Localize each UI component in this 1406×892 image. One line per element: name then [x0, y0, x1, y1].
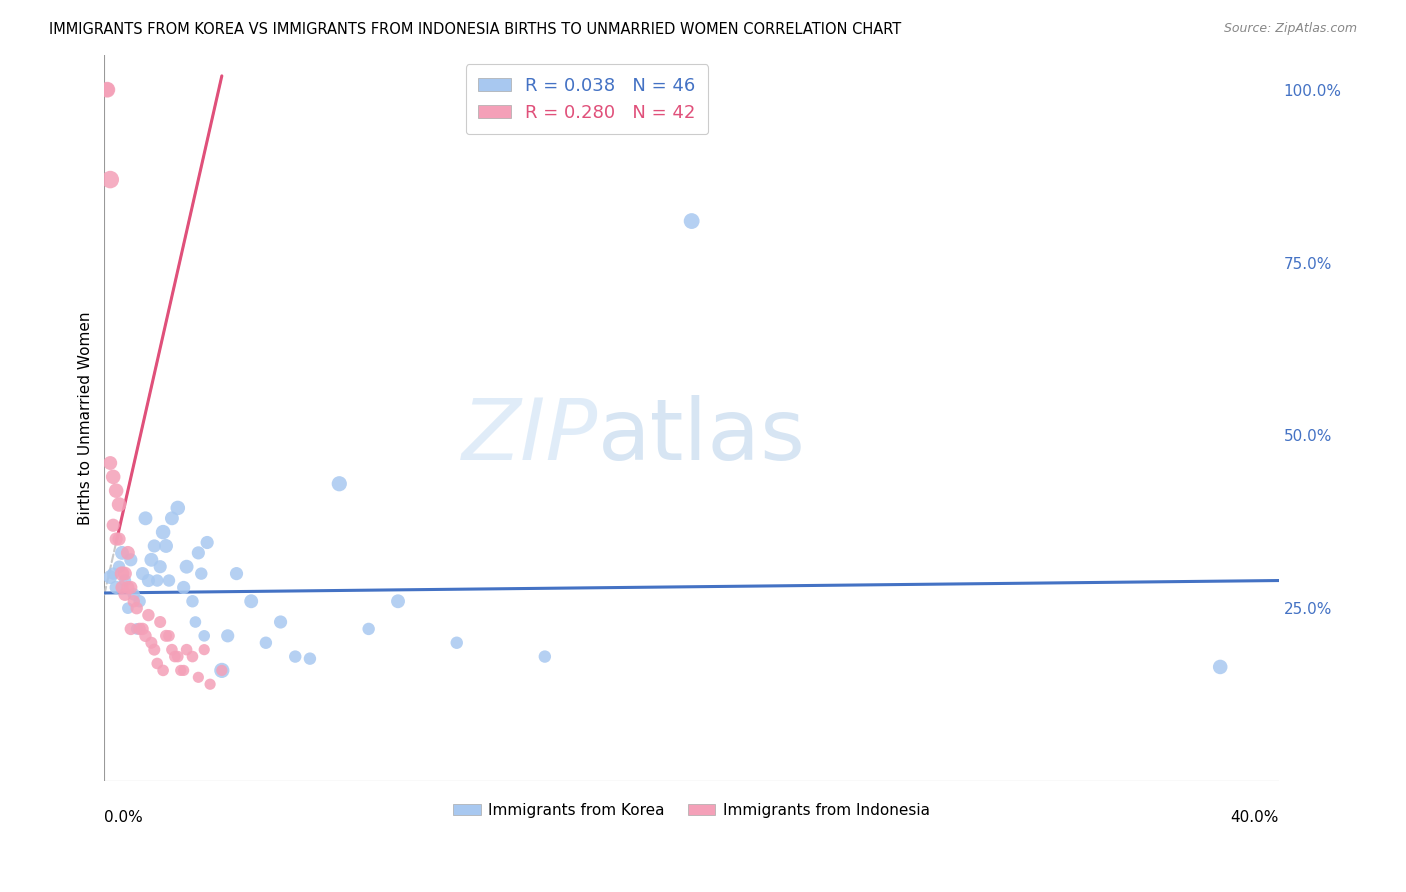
Point [146, 657, 169, 671]
Point [122, 594, 145, 608]
Point [120, 581, 142, 595]
Point [193, 642, 215, 657]
Point [114, 566, 136, 581]
Point [211, 664, 233, 678]
Point [173, 581, 195, 595]
Point [141, 636, 163, 650]
Point [166, 649, 188, 664]
Point [131, 566, 153, 581]
Text: atlas: atlas [598, 395, 806, 478]
Point [111, 581, 134, 595]
Point [284, 649, 307, 664]
Point [152, 664, 174, 678]
Point [195, 535, 218, 549]
Point [149, 615, 172, 629]
Point [328, 476, 350, 491]
Point [387, 594, 409, 608]
Point [96, 83, 118, 97]
Point [217, 629, 239, 643]
Text: ZIP: ZIP [461, 395, 598, 478]
Point [117, 581, 139, 595]
Point [190, 566, 212, 581]
Point [125, 622, 148, 636]
Point [120, 553, 142, 567]
Point [96, 83, 118, 97]
Point [157, 574, 180, 588]
Point [149, 559, 172, 574]
Point [181, 594, 204, 608]
Y-axis label: Births to Unmarried Women: Births to Unmarried Women [79, 311, 93, 524]
Point [134, 511, 156, 525]
Point [193, 629, 215, 643]
Point [155, 539, 177, 553]
Point [128, 622, 150, 636]
Point [298, 651, 321, 665]
Point [125, 601, 148, 615]
Point [173, 664, 195, 678]
Point [105, 532, 128, 546]
Point [176, 642, 198, 657]
Point [117, 601, 139, 615]
Point [111, 546, 134, 560]
Point [103, 518, 125, 533]
Point [98, 456, 121, 470]
Point [105, 483, 128, 498]
Point [108, 559, 131, 574]
Point [111, 566, 134, 581]
Point [357, 622, 380, 636]
Point [534, 649, 557, 664]
Text: 0.0%: 0.0% [104, 810, 143, 825]
Point [160, 511, 183, 525]
Point [117, 546, 139, 560]
Point [163, 649, 186, 664]
Point [122, 587, 145, 601]
Text: IMMIGRANTS FROM KOREA VS IMMIGRANTS FROM INDONESIA BIRTHS TO UNMARRIED WOMEN COR: IMMIGRANTS FROM KOREA VS IMMIGRANTS FROM… [49, 22, 901, 37]
Point [155, 629, 177, 643]
Point [98, 172, 121, 186]
Point [103, 470, 125, 484]
Point [240, 594, 263, 608]
Text: 40.0%: 40.0% [1230, 810, 1279, 825]
Point [138, 574, 160, 588]
Point [114, 574, 136, 588]
Point [187, 670, 209, 684]
Point [152, 525, 174, 540]
Point [181, 649, 204, 664]
Point [681, 214, 703, 228]
Point [131, 622, 153, 636]
Legend: Immigrants from Korea, Immigrants from Indonesia: Immigrants from Korea, Immigrants from I… [447, 797, 936, 824]
Point [138, 608, 160, 623]
Point [98, 570, 121, 584]
Point [143, 642, 166, 657]
Point [187, 546, 209, 560]
Point [1209, 660, 1232, 674]
Point [176, 559, 198, 574]
Point [166, 500, 188, 515]
Text: Source: ZipAtlas.com: Source: ZipAtlas.com [1223, 22, 1357, 36]
Point [108, 532, 131, 546]
Point [198, 677, 221, 691]
Point [270, 615, 292, 629]
Point [211, 664, 233, 678]
Point [128, 594, 150, 608]
Point [170, 664, 193, 678]
Point [184, 615, 207, 629]
Point [160, 642, 183, 657]
Point [157, 629, 180, 643]
Point [143, 539, 166, 553]
Point [446, 636, 468, 650]
Point [108, 498, 131, 512]
Point [134, 629, 156, 643]
Point [146, 574, 169, 588]
Point [103, 566, 125, 581]
Point [105, 581, 128, 595]
Point [225, 566, 247, 581]
Point [114, 587, 136, 601]
Point [141, 553, 163, 567]
Point [120, 622, 142, 636]
Point [254, 636, 277, 650]
